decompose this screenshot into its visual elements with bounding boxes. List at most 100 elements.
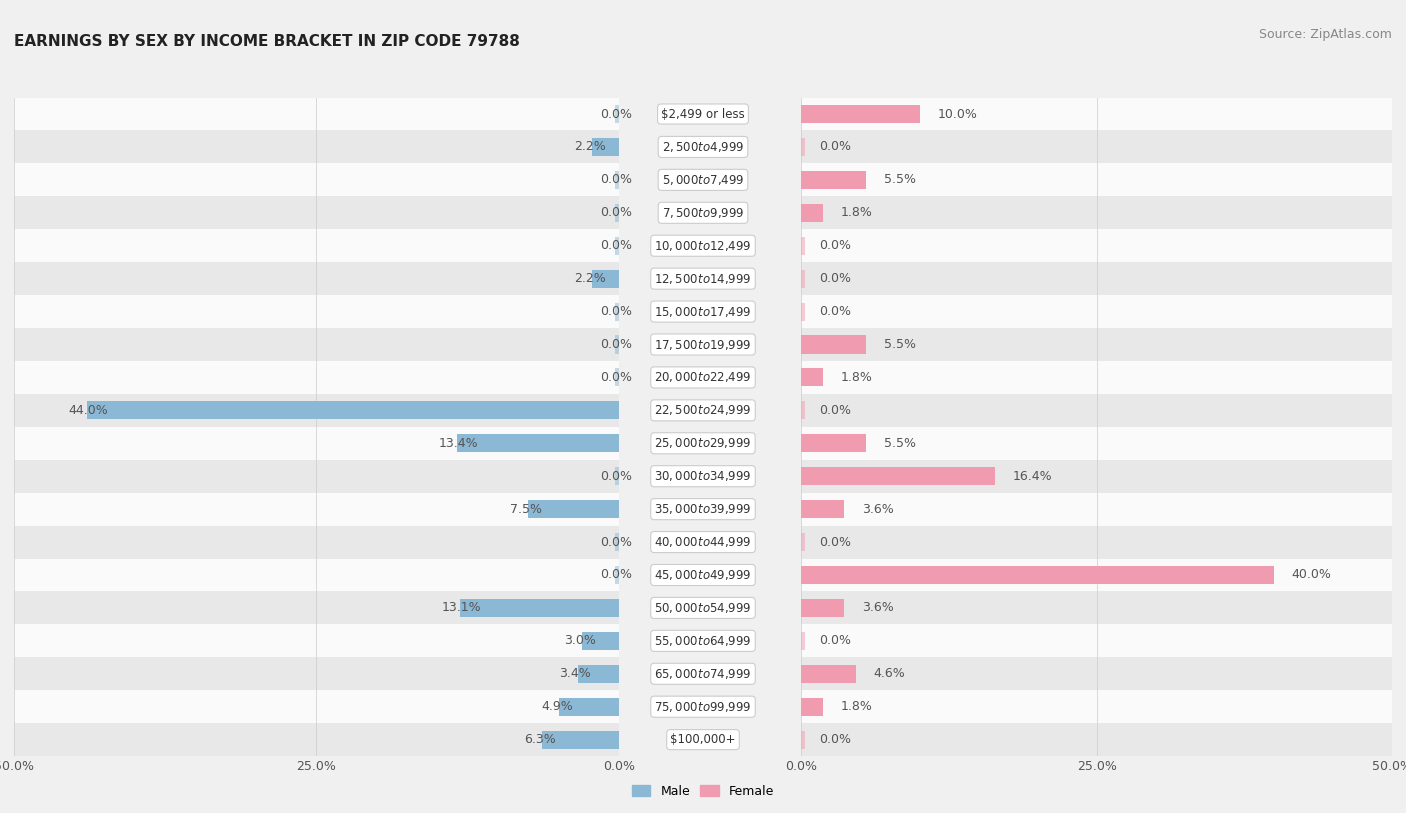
Bar bbox=[801, 171, 866, 189]
Text: 6.3%: 6.3% bbox=[524, 733, 557, 746]
Text: 5.5%: 5.5% bbox=[884, 338, 917, 351]
Text: 4.6%: 4.6% bbox=[873, 667, 905, 680]
Text: 10.0%: 10.0% bbox=[938, 107, 977, 120]
Bar bbox=[614, 368, 619, 386]
Bar bbox=[801, 467, 995, 485]
Bar bbox=[14, 559, 619, 591]
Text: 3.4%: 3.4% bbox=[560, 667, 591, 680]
Text: 0.0%: 0.0% bbox=[820, 536, 851, 549]
Text: $25,000 to $29,999: $25,000 to $29,999 bbox=[654, 437, 752, 450]
Text: 3.6%: 3.6% bbox=[862, 602, 893, 615]
Bar bbox=[801, 690, 1392, 724]
Bar bbox=[14, 459, 619, 493]
Bar bbox=[801, 500, 844, 518]
Bar bbox=[801, 302, 806, 320]
Bar bbox=[529, 500, 619, 518]
Bar bbox=[578, 665, 619, 683]
Text: 13.4%: 13.4% bbox=[439, 437, 478, 450]
Bar bbox=[592, 138, 619, 156]
Bar bbox=[614, 302, 619, 320]
Bar bbox=[14, 196, 619, 229]
Text: 0.0%: 0.0% bbox=[600, 536, 633, 549]
Bar bbox=[14, 525, 619, 559]
Bar bbox=[14, 393, 619, 427]
Text: $15,000 to $17,499: $15,000 to $17,499 bbox=[654, 305, 752, 319]
Bar bbox=[801, 592, 1392, 624]
Text: 16.4%: 16.4% bbox=[1012, 470, 1053, 483]
Text: 0.0%: 0.0% bbox=[600, 338, 633, 351]
Bar bbox=[614, 467, 619, 485]
Bar bbox=[460, 599, 619, 617]
Bar bbox=[614, 237, 619, 254]
Text: 3.0%: 3.0% bbox=[564, 634, 596, 647]
Bar bbox=[801, 196, 1392, 229]
Bar bbox=[801, 566, 1274, 584]
Text: 0.0%: 0.0% bbox=[600, 207, 633, 220]
Bar bbox=[14, 690, 619, 724]
Text: 0.0%: 0.0% bbox=[820, 239, 851, 252]
Bar bbox=[14, 657, 619, 690]
Text: $75,000 to $99,999: $75,000 to $99,999 bbox=[654, 700, 752, 714]
Bar bbox=[801, 229, 1392, 262]
Bar bbox=[801, 163, 1392, 196]
Bar bbox=[801, 393, 1392, 427]
Bar bbox=[801, 130, 1392, 163]
Bar bbox=[801, 427, 1392, 459]
Bar bbox=[801, 328, 1392, 361]
Text: $7,500 to $9,999: $7,500 to $9,999 bbox=[662, 206, 744, 220]
Bar bbox=[457, 434, 619, 452]
Text: $2,499 or less: $2,499 or less bbox=[661, 107, 745, 120]
Text: 1.8%: 1.8% bbox=[841, 207, 872, 220]
Text: 0.0%: 0.0% bbox=[820, 272, 851, 285]
Legend: Male, Female: Male, Female bbox=[627, 780, 779, 802]
Bar bbox=[14, 493, 619, 525]
Bar bbox=[543, 731, 619, 749]
Bar bbox=[801, 361, 1392, 393]
Text: 1.8%: 1.8% bbox=[841, 371, 872, 384]
Text: $100,000+: $100,000+ bbox=[671, 733, 735, 746]
Bar bbox=[14, 724, 619, 756]
Bar bbox=[614, 566, 619, 584]
Bar bbox=[614, 336, 619, 354]
Text: 0.0%: 0.0% bbox=[600, 568, 633, 581]
Text: $35,000 to $39,999: $35,000 to $39,999 bbox=[654, 502, 752, 516]
Bar bbox=[592, 270, 619, 288]
Text: $30,000 to $34,999: $30,000 to $34,999 bbox=[654, 469, 752, 483]
Bar bbox=[801, 632, 806, 650]
Bar bbox=[801, 270, 806, 288]
Bar bbox=[801, 336, 866, 354]
Bar bbox=[614, 204, 619, 222]
Text: 0.0%: 0.0% bbox=[820, 404, 851, 417]
Bar bbox=[801, 262, 1392, 295]
Bar bbox=[14, 361, 619, 393]
Bar bbox=[801, 237, 806, 254]
Text: 0.0%: 0.0% bbox=[600, 107, 633, 120]
Text: 2.2%: 2.2% bbox=[574, 141, 606, 154]
Bar bbox=[14, 98, 619, 130]
Text: 44.0%: 44.0% bbox=[69, 404, 108, 417]
Text: 1.8%: 1.8% bbox=[841, 700, 872, 713]
Text: $12,500 to $14,999: $12,500 to $14,999 bbox=[654, 272, 752, 285]
Bar bbox=[801, 295, 1392, 328]
Bar bbox=[614, 171, 619, 189]
Text: $65,000 to $74,999: $65,000 to $74,999 bbox=[654, 667, 752, 680]
Text: $2,500 to $4,999: $2,500 to $4,999 bbox=[662, 140, 744, 154]
Text: 0.0%: 0.0% bbox=[820, 305, 851, 318]
Bar bbox=[14, 328, 619, 361]
Bar bbox=[14, 295, 619, 328]
Bar bbox=[801, 493, 1392, 525]
Bar bbox=[582, 632, 619, 650]
Bar bbox=[801, 138, 806, 156]
Text: 5.5%: 5.5% bbox=[884, 437, 917, 450]
Bar bbox=[801, 525, 1392, 559]
Text: $10,000 to $12,499: $10,000 to $12,499 bbox=[654, 239, 752, 253]
Bar bbox=[14, 130, 619, 163]
Bar bbox=[14, 262, 619, 295]
Bar bbox=[560, 698, 619, 715]
Bar bbox=[614, 533, 619, 551]
Bar bbox=[801, 559, 1392, 591]
Text: 0.0%: 0.0% bbox=[600, 470, 633, 483]
Text: $55,000 to $64,999: $55,000 to $64,999 bbox=[654, 634, 752, 648]
Bar bbox=[801, 402, 806, 420]
Bar bbox=[801, 434, 866, 452]
